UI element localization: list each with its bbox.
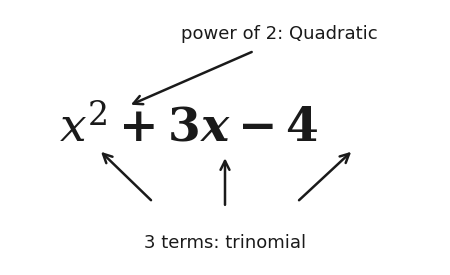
Text: $\boldsymbol{x^2 + 3x - 4}$: $\boldsymbol{x^2 + 3x - 4}$ (59, 106, 319, 152)
Text: power of 2: Quadratic: power of 2: Quadratic (181, 25, 377, 43)
Text: 3 terms: trinomial: 3 terms: trinomial (144, 234, 306, 252)
